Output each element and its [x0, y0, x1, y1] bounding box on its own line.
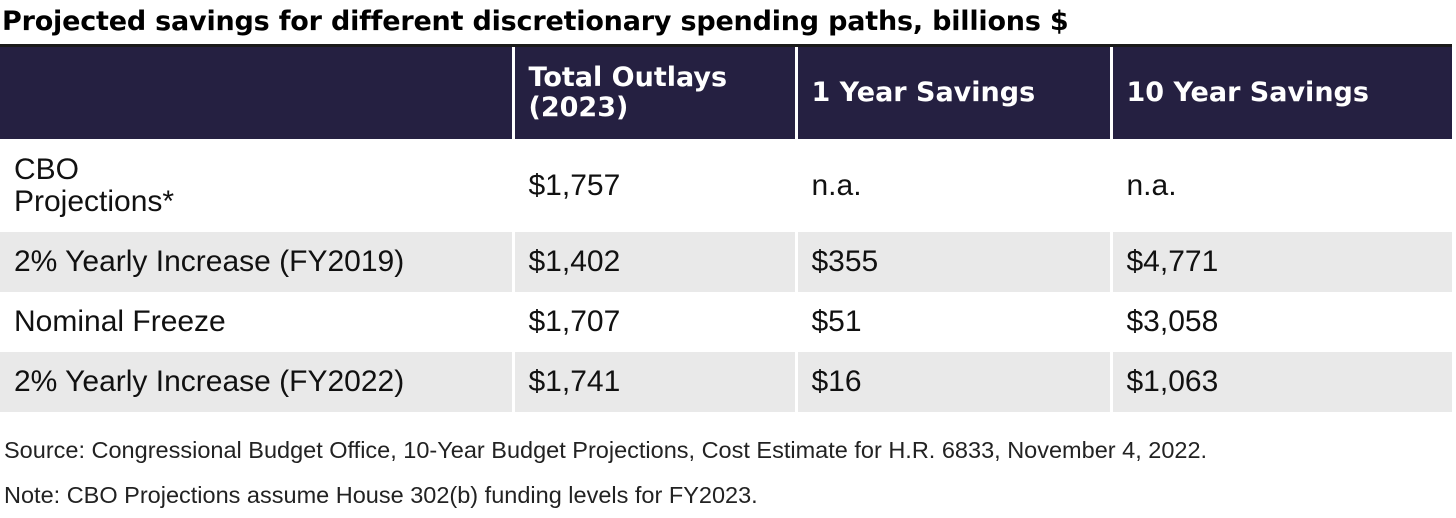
header-1-year-savings: 1 Year Savings	[796, 47, 1113, 139]
source-note: Source: Congressional Budget Office, 10-…	[4, 437, 1208, 463]
row-label-line1: CBO	[14, 152, 80, 186]
cell-1-year-savings: $16	[796, 352, 1113, 412]
header-total-outlays: Total Outlays (2023)	[513, 47, 798, 139]
header-total-outlays-line2: (2023)	[528, 92, 629, 123]
title-rule	[0, 44, 1452, 47]
cell-10-year-savings: n.a.	[1111, 139, 1452, 232]
footnotes: Source: Congressional Budget Office, 10-…	[4, 428, 1207, 518]
header-total-outlays-line1: Total Outlays	[528, 62, 728, 93]
header-empty-cell	[0, 47, 515, 139]
row-label: 2% Yearly Increase (FY2022)	[0, 352, 515, 412]
cell-1-year-savings: $51	[796, 292, 1113, 352]
methodology-note: Note: CBO Projections assume House 302(b…	[4, 482, 758, 508]
cell-total-outlays: $1,402	[513, 232, 798, 292]
row-label-line2: Projections*	[14, 184, 175, 218]
table-header-row: Total Outlays (2023) 1 Year Savings 10 Y…	[0, 47, 1452, 139]
row-label-cbo-projections: CBO Projections*	[0, 139, 515, 232]
table-row: 2% Yearly Increase (FY2022) $1,741 $16 $…	[0, 352, 1452, 412]
table-row: 2% Yearly Increase (FY2019) $1,402 $355 …	[0, 232, 1452, 292]
savings-table: Total Outlays (2023) 1 Year Savings 10 Y…	[0, 47, 1452, 412]
row-label: 2% Yearly Increase (FY2019)	[0, 232, 515, 292]
cell-10-year-savings: $1,063	[1111, 352, 1452, 412]
cell-total-outlays: $1,757	[513, 139, 798, 232]
cell-10-year-savings: $3,058	[1111, 292, 1452, 352]
cell-1-year-savings: $355	[796, 232, 1113, 292]
cell-10-year-savings: $4,771	[1111, 232, 1452, 292]
cell-total-outlays: $1,741	[513, 352, 798, 412]
chart-title: Projected savings for different discreti…	[2, 6, 1069, 37]
table-row: CBO Projections* $1,757 n.a. n.a.	[0, 139, 1452, 232]
cell-total-outlays: $1,707	[513, 292, 798, 352]
table-row: Nominal Freeze $1,707 $51 $3,058	[0, 292, 1452, 352]
header-10-year-savings: 10 Year Savings	[1111, 47, 1452, 139]
row-label: Nominal Freeze	[0, 292, 515, 352]
cell-1-year-savings: n.a.	[796, 139, 1113, 232]
